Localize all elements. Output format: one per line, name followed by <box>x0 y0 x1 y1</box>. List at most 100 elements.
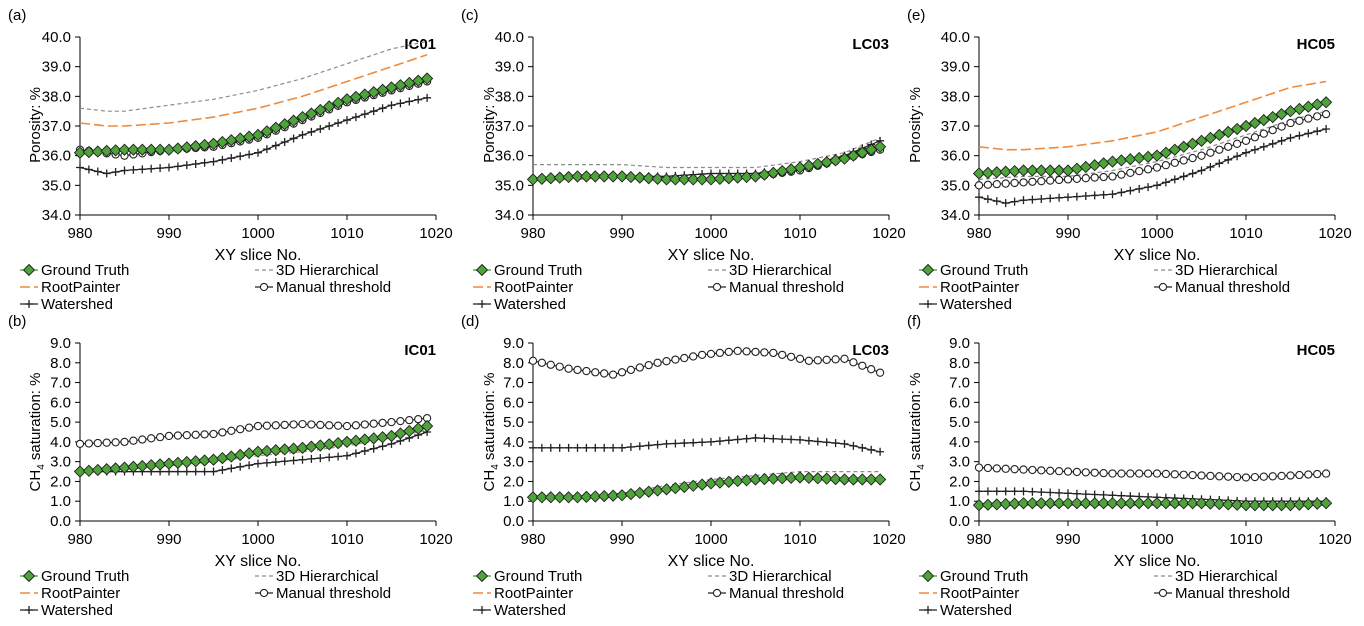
data-point <box>804 436 813 445</box>
data-point <box>236 425 245 434</box>
y-tick-label: 35.0 <box>495 177 524 194</box>
data-point <box>1106 155 1119 168</box>
data-point <box>414 414 423 424</box>
legend-item: RootPainter <box>20 279 120 296</box>
data-point <box>1177 140 1190 153</box>
data-point <box>1177 497 1190 510</box>
y-axis-label: Porosity: % <box>27 87 44 163</box>
data-point <box>1222 498 1235 511</box>
data-point <box>162 143 176 156</box>
data-point <box>129 436 138 445</box>
y-axis-label: CH4 saturation: % <box>907 373 927 492</box>
data-point <box>209 467 218 476</box>
data-point <box>1268 139 1277 148</box>
data-point <box>689 438 698 447</box>
data-point <box>376 431 389 444</box>
y-tick-label: 2.0 <box>949 473 970 490</box>
x-tick-label: 1000 <box>1140 531 1173 548</box>
data-point <box>1284 499 1297 512</box>
y-tick-label: 8.0 <box>503 355 524 372</box>
data-point <box>1117 170 1126 179</box>
data-point <box>289 456 298 465</box>
data-point <box>651 172 664 185</box>
data-point <box>360 110 369 119</box>
legend-item: Manual threshold <box>1154 279 1290 296</box>
data-point <box>615 170 629 183</box>
data-point <box>1010 465 1019 474</box>
data-point <box>1242 148 1250 157</box>
data-point <box>983 195 992 204</box>
data-point <box>165 163 173 172</box>
x-tick-label: 1010 <box>1229 531 1262 548</box>
legend-item: RootPainter <box>919 585 1019 602</box>
data-point <box>1319 497 1333 510</box>
data-point <box>813 437 822 446</box>
data-point <box>1322 124 1331 133</box>
data-point <box>776 164 789 178</box>
x-tick-label: 980 <box>67 531 92 548</box>
panel-a: (a) IC01 34.0 35.0 36.0 37.0 38.0 39.0 40.0 980 99… <box>8 7 453 313</box>
data-point <box>82 464 96 477</box>
data-point <box>1197 166 1206 175</box>
data-point <box>1054 175 1064 185</box>
data-point <box>1017 497 1030 510</box>
data-point <box>287 442 300 455</box>
data-point <box>1241 473 1251 482</box>
y-tick-label: 37.0 <box>495 118 524 135</box>
data-point <box>1250 145 1259 154</box>
data-point <box>1026 497 1039 510</box>
data-point <box>876 447 885 456</box>
y-tick-label: 4.0 <box>949 434 970 451</box>
data-point <box>615 489 629 502</box>
sample-tag: IC01 <box>404 342 436 359</box>
data-point <box>227 464 236 473</box>
data-point <box>553 491 566 504</box>
data-point <box>244 423 254 432</box>
data-point <box>838 473 851 486</box>
data-point <box>280 138 289 147</box>
series-watershed <box>529 433 885 456</box>
data-point <box>1090 468 1099 477</box>
data-point <box>171 456 185 469</box>
panel-label: (d) <box>461 313 479 330</box>
data-point <box>191 430 200 439</box>
data-point <box>981 166 995 180</box>
legend-marker <box>22 263 36 277</box>
data-point <box>369 419 378 428</box>
data-point <box>1168 497 1181 510</box>
data-point <box>1159 497 1173 510</box>
data-point <box>626 443 635 452</box>
legend-marker <box>924 300 932 308</box>
x-axis-label: XY slice No. <box>1114 247 1201 264</box>
data-point <box>351 449 360 458</box>
data-point <box>838 152 851 165</box>
legend-label: Watershed <box>494 296 566 313</box>
y-tick-label: 38.0 <box>495 88 524 105</box>
data-point <box>999 165 1012 178</box>
data-point <box>1257 499 1270 512</box>
data-point <box>1090 173 1099 182</box>
data-point <box>546 360 555 369</box>
data-point <box>617 368 627 377</box>
x-tick-label: 1000 <box>241 531 274 548</box>
data-point <box>242 447 256 460</box>
sample-tag: HC05 <box>1297 342 1335 359</box>
data-point <box>262 145 271 154</box>
data-point <box>378 418 387 428</box>
data-point <box>1133 497 1146 510</box>
data-point <box>769 348 778 358</box>
data-point <box>1026 164 1039 177</box>
data-point <box>1035 164 1048 177</box>
data-point <box>260 125 274 138</box>
data-point <box>1117 188 1126 197</box>
data-point <box>333 421 343 430</box>
data-point <box>1215 159 1224 168</box>
data-point <box>1081 490 1090 499</box>
legend-marker <box>259 282 269 292</box>
data-point <box>689 352 698 361</box>
data-point <box>847 473 860 486</box>
data-point <box>624 170 638 184</box>
data-point <box>280 457 289 466</box>
data-point <box>811 157 824 171</box>
data-point <box>1195 497 1208 510</box>
